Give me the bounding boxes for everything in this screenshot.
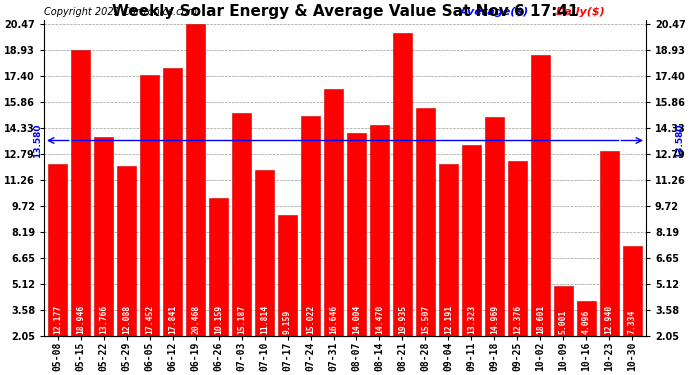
- Text: Daily($): Daily($): [555, 7, 605, 17]
- Text: 15.507: 15.507: [421, 305, 430, 334]
- Text: 14.004: 14.004: [352, 305, 361, 334]
- Bar: [71, 50, 90, 336]
- Bar: [370, 125, 389, 336]
- Bar: [95, 137, 113, 336]
- Text: 18.601: 18.601: [535, 305, 545, 334]
- Bar: [255, 170, 274, 336]
- Text: Average($): Average($): [460, 7, 529, 17]
- Bar: [462, 145, 481, 336]
- Text: 15.022: 15.022: [306, 305, 315, 334]
- Text: 19.935: 19.935: [398, 305, 407, 334]
- Text: 12.088: 12.088: [122, 305, 131, 334]
- Text: 11.814: 11.814: [260, 305, 269, 334]
- Text: 13.580: 13.580: [675, 123, 684, 158]
- Bar: [600, 152, 619, 336]
- Text: 18.946: 18.946: [77, 305, 86, 334]
- Title: Weekly Solar Energy & Average Value Sat Nov 6 17:41: Weekly Solar Energy & Average Value Sat …: [112, 4, 578, 19]
- Text: 7.334: 7.334: [628, 310, 637, 334]
- Bar: [140, 75, 159, 336]
- Text: 12.177: 12.177: [53, 305, 62, 334]
- Bar: [117, 166, 136, 336]
- Text: 13.323: 13.323: [467, 305, 476, 334]
- Text: 15.187: 15.187: [237, 305, 246, 334]
- Text: 13.766: 13.766: [99, 305, 108, 334]
- Bar: [233, 113, 251, 336]
- Text: 9.159: 9.159: [283, 310, 292, 334]
- Bar: [623, 246, 642, 336]
- Text: 20.468: 20.468: [191, 305, 200, 334]
- Bar: [278, 215, 297, 336]
- Text: Copyright 2021 Cartronics.com: Copyright 2021 Cartronics.com: [44, 7, 197, 17]
- Bar: [531, 56, 550, 336]
- Bar: [186, 24, 205, 336]
- Text: 14.470: 14.470: [375, 305, 384, 334]
- Bar: [554, 286, 573, 336]
- Text: 17.452: 17.452: [145, 305, 155, 334]
- Bar: [439, 164, 457, 336]
- Text: 14.969: 14.969: [490, 305, 499, 334]
- Bar: [393, 33, 412, 336]
- Bar: [164, 68, 182, 336]
- Text: 17.841: 17.841: [168, 305, 177, 334]
- Text: 13.580: 13.580: [32, 123, 41, 158]
- Bar: [577, 301, 595, 336]
- Bar: [209, 198, 228, 336]
- Text: 4.096: 4.096: [582, 310, 591, 334]
- Text: 10.159: 10.159: [214, 305, 223, 334]
- Bar: [508, 161, 526, 336]
- Bar: [301, 116, 320, 336]
- Text: 16.646: 16.646: [329, 305, 338, 334]
- Bar: [416, 108, 435, 336]
- Text: 5.001: 5.001: [559, 310, 568, 334]
- Text: 12.376: 12.376: [513, 305, 522, 334]
- Text: 12.191: 12.191: [444, 305, 453, 334]
- Bar: [485, 117, 504, 336]
- Bar: [347, 133, 366, 336]
- Bar: [324, 88, 343, 336]
- Text: 12.940: 12.940: [604, 305, 613, 334]
- Bar: [48, 164, 67, 336]
